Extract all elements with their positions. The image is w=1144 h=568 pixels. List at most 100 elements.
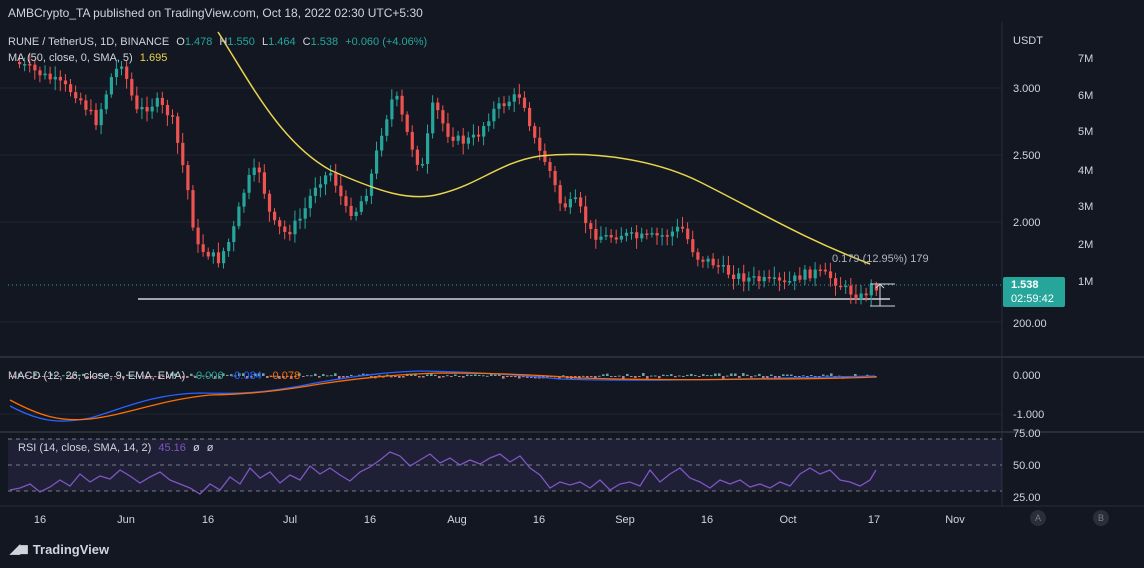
macd-hist-bar bbox=[166, 376, 169, 378]
candle-body bbox=[165, 104, 170, 116]
macd-hist-bar bbox=[154, 376, 157, 378]
rsi-axis: 75.00 50.00 25.00 bbox=[1013, 428, 1041, 504]
macd-hist-bar bbox=[734, 373, 737, 376]
last-price-value: 1.538 bbox=[1011, 279, 1039, 291]
tradingview-logo-icon: ◢◼ bbox=[10, 541, 29, 556]
candle-body bbox=[624, 232, 629, 236]
time-tick: 17 bbox=[868, 514, 880, 526]
macd-hist-bar bbox=[562, 375, 565, 377]
ma-legend-label: MA (50, close, 0, SMA, 5) bbox=[8, 52, 133, 64]
tradingview-logo[interactable]: ◢◼ TradingView bbox=[10, 541, 109, 557]
candle-body bbox=[834, 278, 838, 286]
macd-hist-bar bbox=[778, 376, 781, 379]
macd-hist-bar bbox=[18, 373, 21, 376]
measure-annotation: 0.179 (12.95%) 179 bbox=[832, 253, 929, 265]
macd-hist-bar bbox=[34, 373, 37, 376]
macd-hist-bar bbox=[494, 374, 497, 376]
macd-hist-bar bbox=[866, 374, 869, 376]
candle-body bbox=[446, 123, 450, 137]
macd-hist-bar bbox=[150, 376, 153, 377]
candle-body bbox=[461, 135, 465, 144]
candle-body bbox=[660, 235, 664, 237]
legend-low-label: L bbox=[261, 36, 269, 48]
rsi-tick-75: 75.00 bbox=[1013, 428, 1041, 440]
publish-header: AMBCrypto_TA published on TradingView.co… bbox=[8, 6, 423, 20]
candle-body bbox=[808, 269, 812, 279]
candle-body bbox=[114, 68, 119, 78]
candle-body bbox=[252, 167, 256, 175]
candle-body bbox=[553, 170, 557, 186]
macd-hist-bar bbox=[506, 376, 509, 377]
time-tick: 16 bbox=[202, 514, 214, 526]
macd-hist-bar bbox=[750, 376, 753, 378]
candle-body bbox=[655, 233, 659, 236]
candle-body bbox=[640, 233, 644, 239]
candle-body bbox=[211, 252, 215, 257]
candle-body bbox=[721, 265, 725, 267]
candle-body bbox=[109, 77, 113, 95]
candle-body bbox=[375, 150, 379, 174]
macd-hist-bar bbox=[362, 373, 365, 376]
candle-body bbox=[349, 205, 353, 217]
macd-hist-bar bbox=[14, 376, 17, 378]
macd-hist-bar bbox=[422, 376, 425, 378]
candle-body bbox=[528, 107, 532, 127]
log-scale-button[interactable]: B bbox=[1093, 510, 1109, 526]
macd-hist-bar bbox=[326, 375, 329, 377]
macd-hist-bar bbox=[402, 376, 405, 378]
legend-close: 1.538 bbox=[310, 36, 339, 48]
macd-hist-bar bbox=[290, 376, 293, 379]
auto-scale-button[interactable]: A bbox=[1030, 510, 1046, 526]
macd-hist-bar bbox=[774, 376, 777, 379]
macd-hist-bar bbox=[722, 376, 725, 379]
macd-hist-bar bbox=[318, 376, 321, 378]
candle-body bbox=[329, 173, 333, 176]
candle-body bbox=[63, 80, 68, 85]
macd-hist-bar bbox=[718, 373, 721, 376]
candle-body bbox=[732, 274, 736, 279]
macd-hist-bar bbox=[438, 376, 441, 379]
candle-body bbox=[839, 285, 843, 288]
candle-body bbox=[84, 100, 88, 110]
macd-hist-bar bbox=[282, 376, 285, 378]
macd-hist-bar bbox=[70, 376, 73, 379]
candle-body bbox=[726, 265, 731, 275]
macd-hist-bar bbox=[626, 373, 629, 376]
macd-axis: 0.000 -1.000 bbox=[1013, 370, 1044, 421]
macd-hist-bar bbox=[258, 373, 261, 376]
macd-hist-bar bbox=[426, 374, 429, 376]
time-tick: 16 bbox=[364, 514, 376, 526]
candle-body bbox=[43, 73, 47, 76]
candle-body bbox=[130, 78, 134, 96]
candle-body bbox=[711, 258, 715, 266]
candle-body bbox=[813, 269, 817, 279]
candle-body bbox=[441, 110, 445, 124]
candle-body bbox=[313, 187, 317, 196]
rsi-legend-label: RSI (14, close, SMA, 14, 2) bbox=[18, 442, 152, 454]
macd-hist-bar bbox=[138, 376, 141, 378]
candle-body bbox=[33, 64, 37, 71]
macd-hist-bar bbox=[102, 375, 105, 377]
chart-canvas[interactable]: USDT 3.000 2.500 2.000 200.00 7M 6M 5M 4… bbox=[0, 22, 1144, 536]
macd-hist-bar bbox=[486, 375, 489, 377]
macd-hist-bar bbox=[218, 376, 221, 379]
candle-body bbox=[196, 227, 200, 245]
macd-hist-bar bbox=[130, 375, 133, 377]
time-tick: Jul bbox=[283, 514, 297, 526]
candle-body bbox=[155, 97, 159, 107]
candle-body bbox=[426, 133, 430, 164]
candle-body bbox=[864, 293, 868, 296]
candle-body bbox=[257, 167, 261, 173]
candle-body bbox=[777, 277, 782, 281]
candle-body bbox=[28, 64, 32, 66]
legend-pair: RUNE / TetherUS, 1D, BINANCE bbox=[8, 36, 170, 48]
candle-body bbox=[339, 185, 343, 197]
macd-hist-bar bbox=[646, 376, 649, 379]
macd-hist-bar bbox=[762, 376, 765, 379]
macd-hist-bar bbox=[582, 375, 585, 377]
macd-hist-bar bbox=[642, 373, 645, 376]
time-tick: Jun bbox=[117, 514, 135, 526]
candle-body bbox=[79, 98, 83, 101]
candle-body bbox=[390, 99, 394, 120]
legend-open-label: O bbox=[176, 36, 185, 48]
